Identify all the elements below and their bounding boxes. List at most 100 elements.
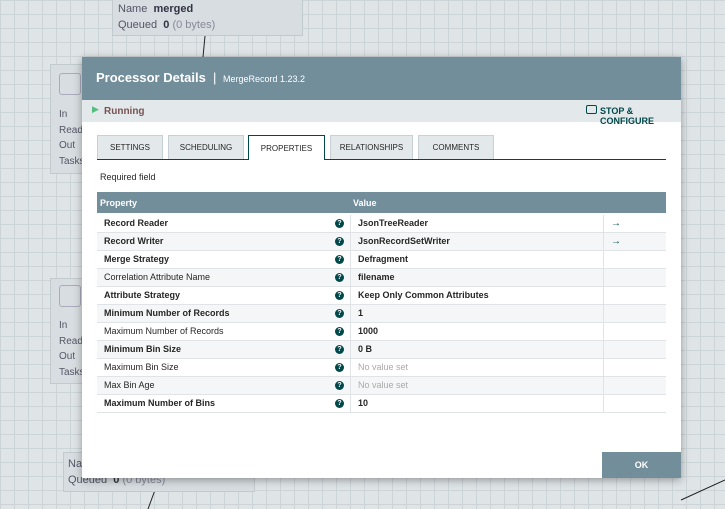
help-icon: ? xyxy=(335,255,344,264)
property-name: Record Writer xyxy=(104,236,164,246)
column-divider xyxy=(350,287,351,305)
column-header: Property xyxy=(100,198,138,208)
stop-configure[interactable]: STOP & CONFIGURE xyxy=(600,106,654,126)
column-divider xyxy=(350,215,351,233)
column-divider xyxy=(350,251,351,269)
ok-button[interactable]: OK xyxy=(602,452,681,478)
column-divider xyxy=(603,341,604,359)
property-name: Minimum Number of Records xyxy=(104,308,230,318)
value: (0 bytes) xyxy=(172,19,216,31)
property-name: Max Bin Age xyxy=(104,380,155,390)
column-divider xyxy=(603,305,604,323)
goto-icon[interactable]: → xyxy=(611,236,621,247)
property-name: Record Reader xyxy=(104,218,169,228)
property-name: Correlation Attribute Name xyxy=(104,272,211,282)
tab-label: PROPERTIES xyxy=(260,143,313,153)
goto-icon[interactable]: → xyxy=(611,218,621,229)
dialog-subtitle: MergeRecord 1.23.2 xyxy=(223,74,306,84)
help-icon: ? xyxy=(335,237,344,246)
value: 0 xyxy=(163,19,170,31)
separator: | xyxy=(213,70,217,85)
column-divider xyxy=(350,359,351,377)
column-header: Value xyxy=(353,198,377,208)
property-row[interactable]: Maximum Number of Bins? 10 xyxy=(97,395,666,413)
help-icon: ? xyxy=(335,291,344,300)
column-divider xyxy=(603,215,604,233)
stat-label: In xyxy=(59,320,68,331)
column-divider xyxy=(350,305,351,323)
stop-icon xyxy=(586,105,597,114)
property-value: JsonTreeReader xyxy=(358,218,429,228)
column-divider xyxy=(350,377,351,395)
property-row[interactable]: Attribute Strategy? Keep Only Common Attr… xyxy=(97,287,666,305)
label: Queued xyxy=(118,19,158,31)
value: merged xyxy=(153,3,194,15)
property-name: Minimum Bin Size xyxy=(104,344,182,354)
tab[interactable]: SCHEDULING xyxy=(168,135,244,159)
property-row[interactable]: Minimum Number of Records? 1 xyxy=(97,305,666,323)
property-value: No value set xyxy=(358,380,409,390)
status-bar: ▶ Running STOP & CONFIGURE xyxy=(82,100,681,126)
column-divider xyxy=(350,341,351,359)
stat-label: Out xyxy=(59,351,76,362)
property-row[interactable]: Maximum Number of Records? 1000 xyxy=(97,323,666,341)
property-row[interactable]: Merge Strategy? Defragment xyxy=(97,251,666,269)
property-row[interactable]: Correlation Attribute Name? filename xyxy=(97,269,666,287)
processor-box[interactable]: Name merged Queued 0 (0 bytes) xyxy=(112,0,303,36)
tab[interactable]: RELATIONSHIPS xyxy=(330,135,413,159)
table-header: Property Value xyxy=(97,192,666,213)
property-value: 10 xyxy=(358,398,369,408)
label: Name xyxy=(118,3,148,15)
property-value: Keep Only Common Attributes xyxy=(358,290,489,300)
tab[interactable]: PROPERTIES xyxy=(248,135,325,160)
property-row[interactable]: Record Reader? JsonTreeReader → xyxy=(97,215,666,233)
column-divider xyxy=(603,233,604,251)
property-row[interactable]: Record Writer? JsonRecordSetWriter → xyxy=(97,233,666,251)
property-row[interactable]: Maximum Bin Size? No value set xyxy=(97,359,666,377)
tab-label: RELATIONSHIPS xyxy=(339,143,404,152)
tab-label: COMMENTS xyxy=(432,143,480,152)
property-row[interactable]: Minimum Bin Size? 0 B xyxy=(97,341,666,359)
tab[interactable]: COMMENTS xyxy=(418,135,494,159)
column-divider xyxy=(603,359,604,377)
property-row[interactable]: Max Bin Age? No value set xyxy=(97,377,666,395)
property-name: Attribute Strategy xyxy=(104,290,181,300)
column-divider xyxy=(603,269,604,287)
property-value: JsonRecordSetWriter xyxy=(358,236,450,246)
property-value: 1 xyxy=(358,308,364,318)
tab-label: SCHEDULING xyxy=(179,143,233,152)
column-divider xyxy=(350,269,351,287)
property-name: Maximum Bin Size xyxy=(104,362,179,372)
dialog: Processor Details | MergeRecord 1.23.2 ▶… xyxy=(82,57,681,478)
column-divider xyxy=(350,395,351,413)
run-icon: ▶ xyxy=(92,104,99,114)
property-value: No value set xyxy=(358,362,409,372)
column-divider xyxy=(350,323,351,341)
icon xyxy=(59,73,81,95)
required-note: Required field xyxy=(100,172,156,182)
status: Running xyxy=(104,106,145,117)
help-icon: ? xyxy=(335,381,344,390)
help-icon: ? xyxy=(335,273,344,282)
icon xyxy=(59,285,81,307)
stat-label: In xyxy=(59,109,68,120)
property-value: 0 B xyxy=(358,344,373,354)
column-divider xyxy=(603,395,604,413)
help-icon: ? xyxy=(335,345,344,354)
tab[interactable]: SETTINGS xyxy=(97,135,163,159)
property-value: filename xyxy=(358,272,395,282)
ok-label: OK xyxy=(634,460,649,470)
help-icon: ? xyxy=(335,399,344,408)
help-icon: ? xyxy=(335,363,344,372)
column-divider xyxy=(350,233,351,251)
help-icon: ? xyxy=(335,327,344,336)
property-value: Defragment xyxy=(358,254,409,264)
dialog-header: Processor Details | MergeRecord 1.23.2 xyxy=(82,57,681,100)
property-name: Merge Strategy xyxy=(104,254,170,264)
help-icon: ? xyxy=(335,309,344,318)
column-divider xyxy=(603,287,604,305)
help-icon: ? xyxy=(335,219,344,228)
column-divider xyxy=(603,377,604,395)
